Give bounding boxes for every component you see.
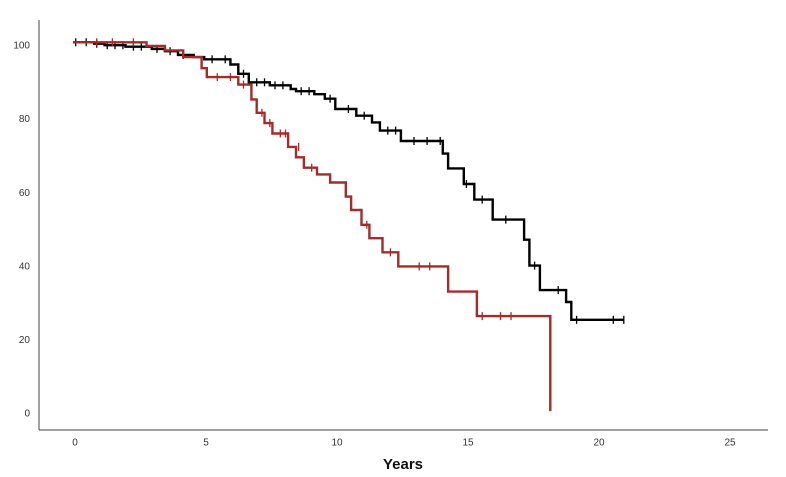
- x-tick-label: 0: [72, 438, 78, 449]
- y-tick-label: 60: [19, 188, 31, 199]
- y-tick-label: 100: [13, 41, 30, 52]
- survival-curve-1: [73, 41, 624, 321]
- y-tick-label: 80: [19, 114, 31, 125]
- x-tick-label: 10: [331, 438, 343, 449]
- y-tick-label: 20: [19, 335, 31, 346]
- survival-curve-2: [73, 41, 552, 412]
- x-axis-label: Years: [383, 456, 423, 473]
- x-tick-label: 5: [203, 438, 209, 449]
- series-layer: [73, 38, 625, 412]
- y-tick-label: 40: [19, 261, 31, 272]
- y-tick-label: 0: [24, 409, 30, 420]
- x-tick-label: 25: [724, 438, 736, 449]
- x-tick-label: 15: [462, 438, 474, 449]
- x-tick-label: 20: [593, 438, 605, 449]
